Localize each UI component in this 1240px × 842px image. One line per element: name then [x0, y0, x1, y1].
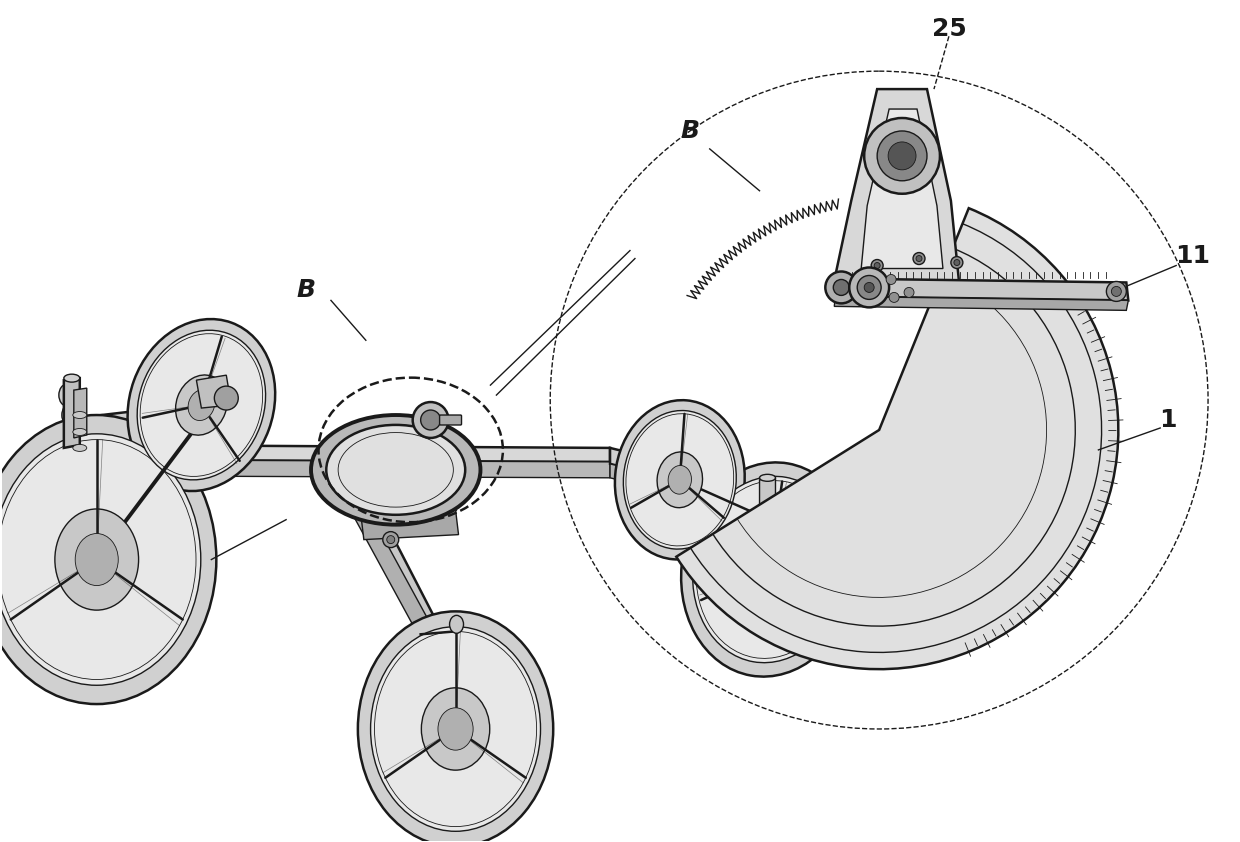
Polygon shape: [862, 109, 942, 269]
Circle shape: [872, 259, 883, 271]
Polygon shape: [610, 448, 780, 506]
Polygon shape: [835, 279, 1128, 301]
Circle shape: [215, 386, 238, 410]
Ellipse shape: [681, 462, 858, 677]
Text: 1: 1: [1159, 408, 1177, 432]
Ellipse shape: [615, 400, 745, 559]
Polygon shape: [336, 477, 435, 639]
Circle shape: [874, 263, 880, 269]
Circle shape: [887, 274, 897, 285]
Ellipse shape: [450, 616, 464, 633]
Circle shape: [1111, 286, 1121, 296]
Polygon shape: [196, 376, 232, 408]
Circle shape: [916, 256, 923, 262]
Ellipse shape: [63, 374, 79, 382]
Circle shape: [413, 402, 449, 438]
Ellipse shape: [0, 434, 201, 685]
Ellipse shape: [62, 404, 78, 426]
Text: B: B: [296, 279, 315, 302]
Circle shape: [420, 410, 440, 430]
Polygon shape: [102, 415, 247, 448]
Polygon shape: [361, 509, 459, 540]
Circle shape: [954, 259, 960, 265]
Ellipse shape: [624, 411, 737, 549]
Polygon shape: [760, 477, 775, 522]
Ellipse shape: [76, 534, 118, 585]
Ellipse shape: [58, 384, 74, 406]
Ellipse shape: [138, 330, 265, 480]
Ellipse shape: [188, 390, 215, 420]
Circle shape: [889, 292, 899, 302]
Circle shape: [383, 531, 399, 547]
Ellipse shape: [326, 425, 465, 514]
Text: B: B: [681, 119, 699, 143]
Ellipse shape: [770, 513, 781, 519]
Circle shape: [864, 282, 874, 292]
Circle shape: [1106, 281, 1126, 301]
Ellipse shape: [176, 375, 227, 435]
Circle shape: [849, 268, 889, 307]
Circle shape: [904, 287, 914, 297]
Circle shape: [387, 536, 394, 544]
Circle shape: [951, 257, 963, 269]
Ellipse shape: [0, 415, 216, 704]
Text: 3: 3: [177, 542, 195, 567]
Ellipse shape: [73, 445, 87, 451]
Ellipse shape: [63, 424, 79, 446]
Circle shape: [833, 280, 849, 296]
Circle shape: [857, 275, 882, 300]
Ellipse shape: [668, 466, 692, 494]
Circle shape: [913, 253, 925, 264]
FancyBboxPatch shape: [440, 415, 461, 425]
Circle shape: [888, 142, 916, 170]
Circle shape: [877, 131, 928, 181]
Text: 11: 11: [1176, 243, 1210, 268]
Circle shape: [864, 118, 940, 194]
Polygon shape: [346, 475, 440, 637]
Polygon shape: [102, 460, 610, 477]
Ellipse shape: [358, 611, 553, 842]
Ellipse shape: [770, 497, 781, 503]
Ellipse shape: [128, 319, 275, 491]
Polygon shape: [102, 398, 247, 432]
Ellipse shape: [311, 415, 480, 525]
Ellipse shape: [657, 452, 703, 508]
Polygon shape: [346, 465, 455, 514]
Ellipse shape: [760, 474, 775, 482]
Polygon shape: [63, 378, 79, 448]
Ellipse shape: [73, 429, 87, 435]
Polygon shape: [610, 464, 780, 520]
Ellipse shape: [754, 550, 785, 589]
Ellipse shape: [693, 477, 847, 663]
Polygon shape: [102, 445, 610, 462]
Ellipse shape: [371, 626, 541, 831]
Ellipse shape: [739, 532, 801, 607]
Polygon shape: [74, 388, 87, 438]
Polygon shape: [835, 296, 1128, 311]
Text: 25: 25: [931, 18, 966, 41]
Polygon shape: [835, 89, 959, 280]
Ellipse shape: [438, 708, 474, 750]
Wedge shape: [676, 208, 1118, 669]
Ellipse shape: [422, 688, 490, 770]
Circle shape: [826, 271, 857, 303]
Ellipse shape: [55, 509, 139, 610]
Ellipse shape: [73, 412, 87, 418]
